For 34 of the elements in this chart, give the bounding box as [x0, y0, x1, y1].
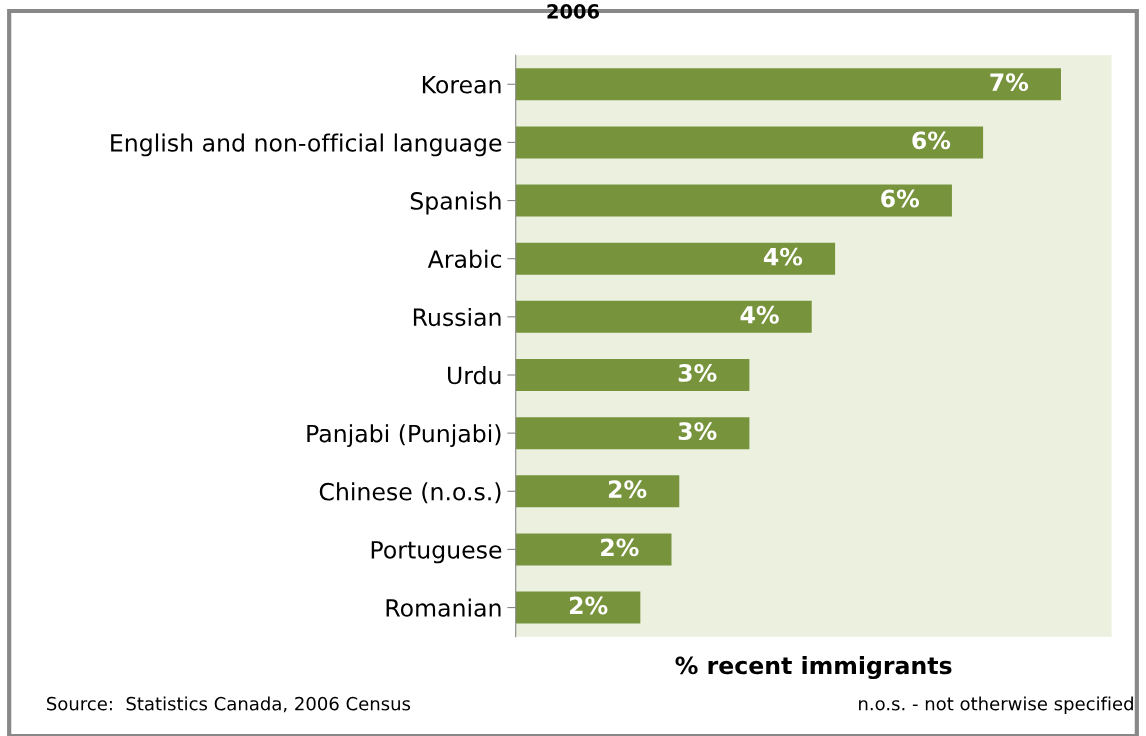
y-tick-label: Panjabi (Punjabi): [307, 424, 501, 448]
bar: [515, 242, 836, 275]
data-label: 3%: [678, 363, 717, 382]
data-label: 2%: [601, 538, 639, 557]
bar: [515, 68, 1061, 101]
data-label: 2%: [569, 596, 608, 615]
bar: [515, 417, 750, 450]
bar: [515, 533, 672, 566]
y-tick-label: Korean: [422, 76, 501, 94]
bar: [515, 591, 641, 624]
y-tick-label: Arabic: [427, 249, 502, 269]
data-label: 2%: [608, 480, 647, 499]
bar: [515, 300, 812, 333]
chart-title: 2006: [547, 4, 600, 19]
data-label: 4%: [740, 305, 779, 324]
bar: [515, 359, 750, 391]
y-tick-label: Romanian: [386, 598, 501, 617]
bar: [515, 475, 680, 508]
x-axis-title: % recent immigrants: [675, 656, 952, 680]
data-label: 6%: [912, 131, 951, 150]
y-tick-label: Russian: [413, 307, 501, 327]
y-tick-label: Urdu: [448, 366, 501, 385]
bar: [515, 126, 984, 159]
y-tick-label: Portuguese: [371, 541, 502, 564]
text: n.o.s. - not otherwise specified: [859, 696, 1133, 714]
y-tick-label: Spanish: [410, 191, 501, 215]
bar: [515, 184, 952, 217]
data-label: 6%: [881, 189, 920, 208]
data-label: 4%: [763, 247, 803, 266]
y-tick-label: English and non-official language: [111, 133, 502, 157]
data-label: 3%: [678, 422, 717, 440]
y-tick-label: Chinese (n.o.s.): [319, 482, 501, 504]
data-label: 7%: [990, 73, 1029, 92]
source-note: Source: Statistics Canada, 2006 Census: [47, 696, 411, 713]
